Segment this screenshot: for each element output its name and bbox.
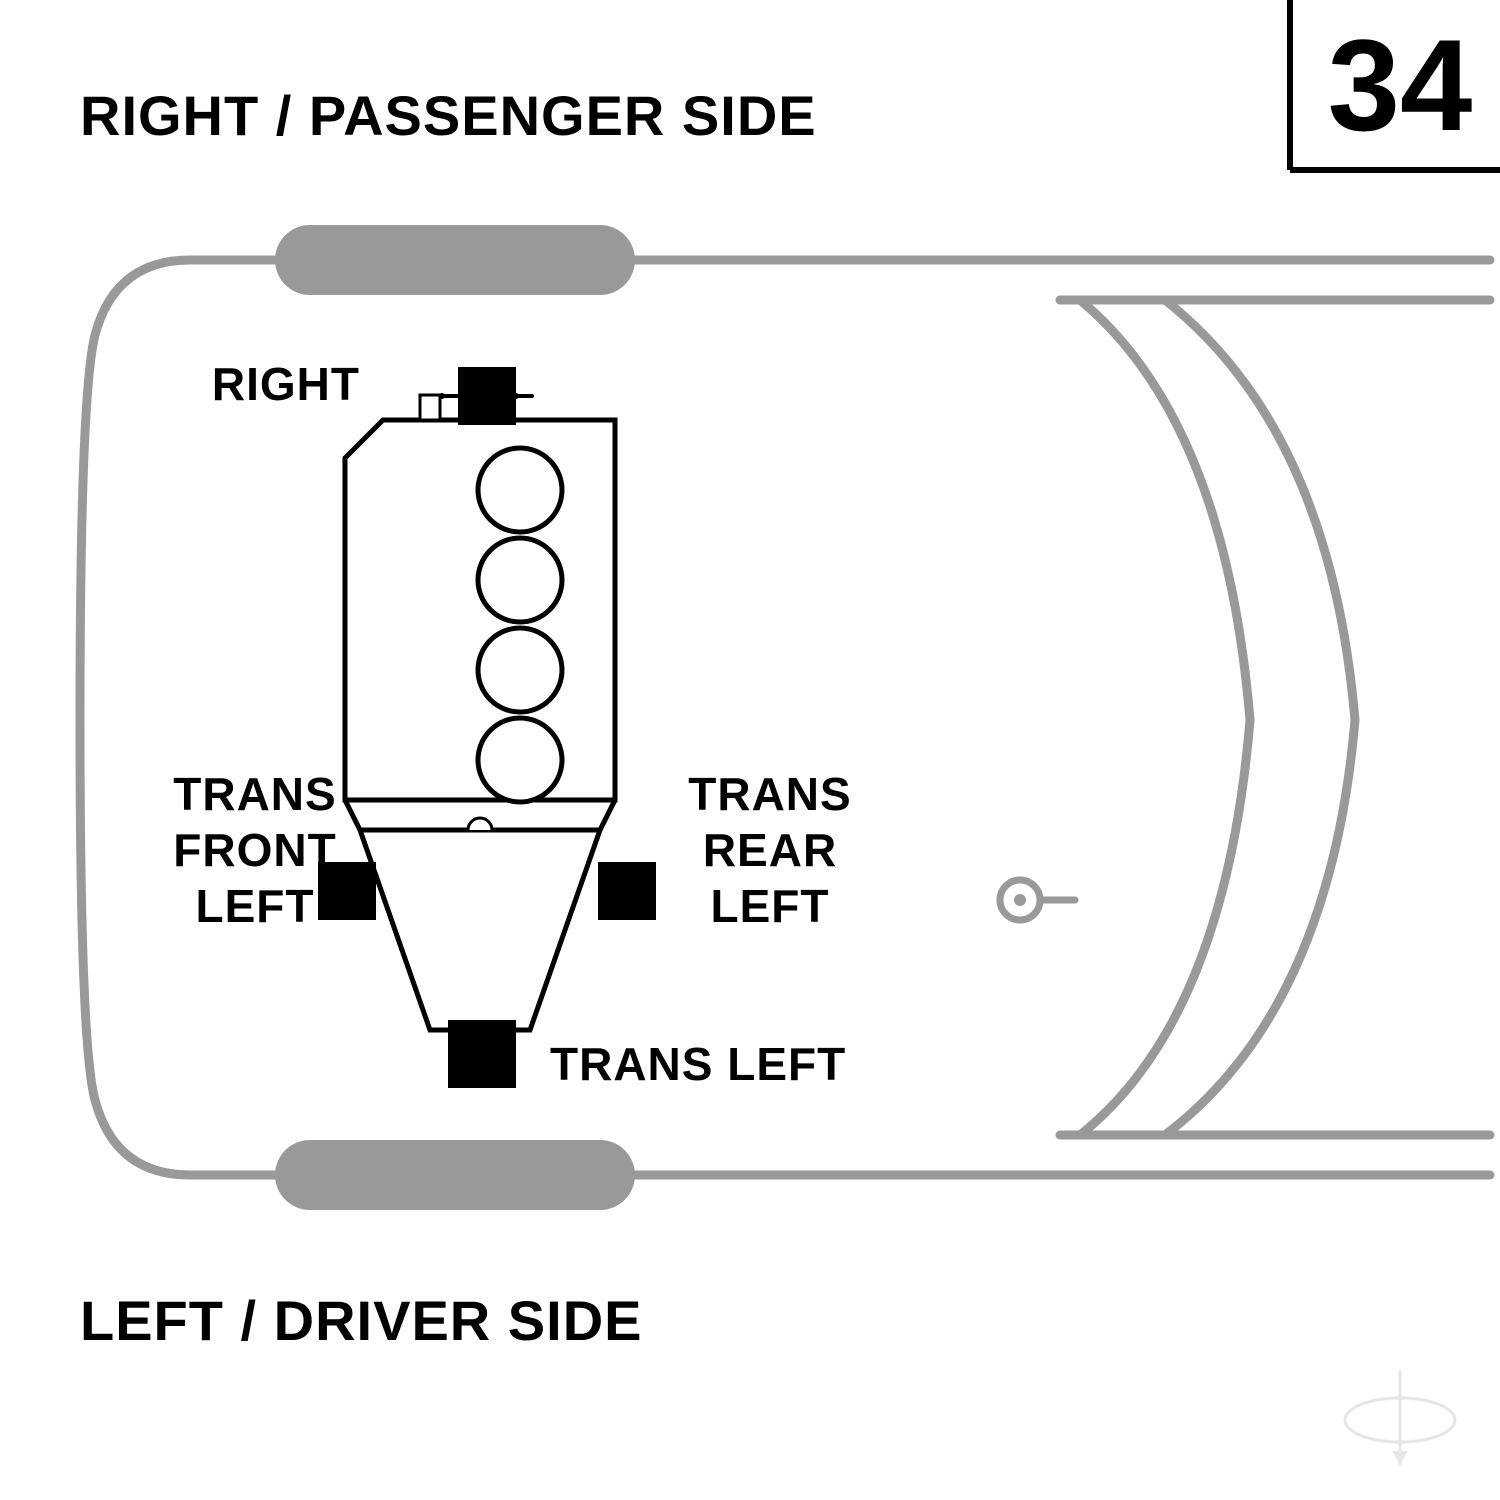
label-passenger-side: RIGHT / PASSENGER SIDE: [80, 84, 817, 147]
page-number: 34: [1328, 12, 1473, 158]
mount-right: [458, 367, 516, 425]
cylinder-1: [478, 448, 562, 532]
mount-trans-rear-left: [598, 862, 656, 920]
label-right-mount: RIGHT: [212, 358, 360, 410]
cylinder-3: [478, 628, 562, 712]
cylinder-2: [478, 538, 562, 622]
mount-trans-left: [448, 1020, 516, 1088]
canvas-bg: [0, 0, 1500, 1500]
label-trans-front-left: TRANSFRONTLEFT: [173, 768, 336, 932]
label-trans-left: TRANS LEFT: [550, 1038, 846, 1090]
cylinder-4: [478, 718, 562, 802]
wheel-top: [275, 225, 635, 295]
label-trans-rear-left: TRANSREARLEFT: [688, 768, 851, 932]
wheel-bottom: [275, 1140, 635, 1210]
label-driver-side: LEFT / DRIVER SIDE: [80, 1289, 643, 1352]
engine-block: [345, 395, 615, 802]
